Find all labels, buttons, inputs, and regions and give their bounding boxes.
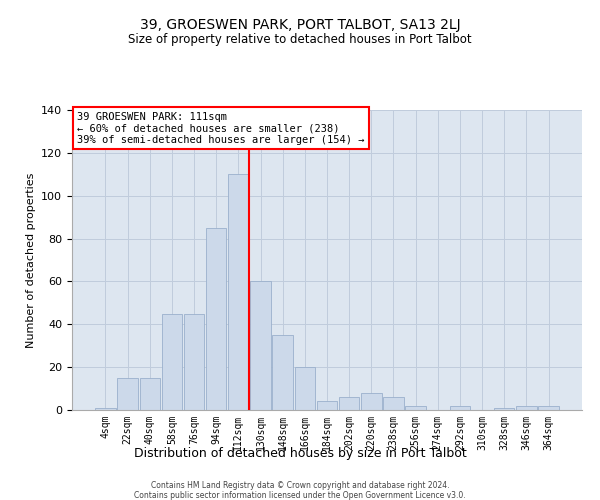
Y-axis label: Number of detached properties: Number of detached properties <box>26 172 35 348</box>
Bar <box>272 335 293 410</box>
Bar <box>516 406 536 410</box>
Text: Size of property relative to detached houses in Port Talbot: Size of property relative to detached ho… <box>128 32 472 46</box>
Bar <box>250 282 271 410</box>
Bar <box>184 314 204 410</box>
Bar <box>161 314 182 410</box>
Text: 39 GROESWEN PARK: 111sqm
← 60% of detached houses are smaller (238)
39% of semi-: 39 GROESWEN PARK: 111sqm ← 60% of detach… <box>77 112 365 144</box>
Text: Contains HM Land Registry data © Crown copyright and database right 2024.: Contains HM Land Registry data © Crown c… <box>151 481 449 490</box>
Bar <box>361 393 382 410</box>
Bar <box>383 397 404 410</box>
Text: 39, GROESWEN PARK, PORT TALBOT, SA13 2LJ: 39, GROESWEN PARK, PORT TALBOT, SA13 2LJ <box>140 18 460 32</box>
Bar <box>228 174 248 410</box>
Bar <box>494 408 514 410</box>
Bar <box>538 406 559 410</box>
Bar <box>406 406 426 410</box>
Text: Distribution of detached houses by size in Port Talbot: Distribution of detached houses by size … <box>134 448 466 460</box>
Bar <box>450 406 470 410</box>
Bar <box>140 378 160 410</box>
Bar <box>339 397 359 410</box>
Bar <box>295 367 315 410</box>
Bar <box>206 228 226 410</box>
Bar <box>317 402 337 410</box>
Text: Contains public sector information licensed under the Open Government Licence v3: Contains public sector information licen… <box>134 491 466 500</box>
Bar <box>118 378 138 410</box>
Bar <box>95 408 116 410</box>
